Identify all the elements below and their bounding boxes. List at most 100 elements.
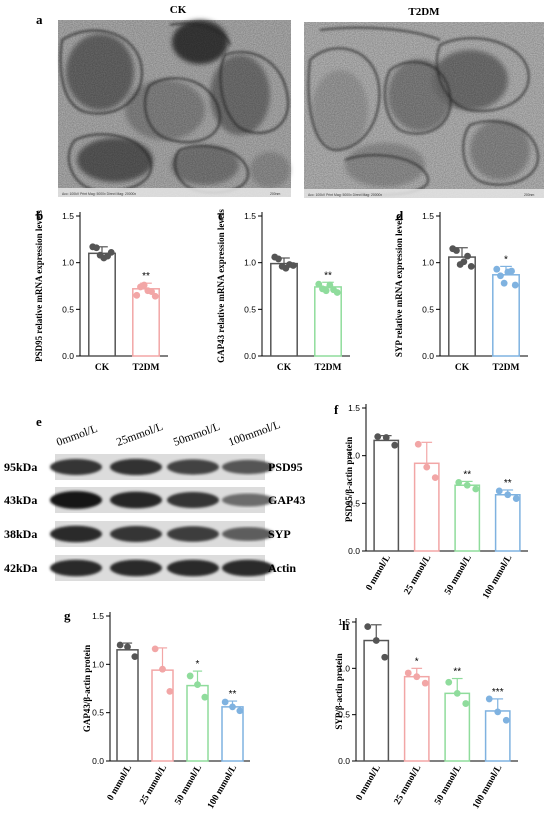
- y-tick-label: 1.5: [92, 611, 104, 621]
- data-point: [194, 681, 201, 689]
- x-tick-label: 25 mmol/L: [393, 764, 424, 807]
- em-title-ck: CK: [170, 4, 187, 16]
- data-point: [133, 291, 141, 299]
- panel-letter-h: h: [342, 618, 350, 633]
- em-title-t2dm: T2DM: [408, 6, 440, 18]
- y-tick-label: 0.0: [422, 351, 434, 361]
- significance-label: ***: [492, 687, 504, 698]
- blot-band: [167, 492, 219, 508]
- panel-a: a CK T2DM: [36, 4, 544, 198]
- data-point: [107, 249, 115, 256]
- blot-band: [167, 526, 219, 542]
- panel-letter-a: a: [36, 12, 43, 27]
- x-tick-label: 25 mmol/L: [403, 554, 434, 597]
- y-tick-label: 1.0: [422, 258, 434, 268]
- blot-band: [110, 559, 162, 577]
- bar: [132, 288, 160, 357]
- y-tick-label: 0.5: [348, 498, 360, 508]
- data-point: [140, 281, 148, 289]
- data-point: [93, 244, 100, 252]
- protein-label: SYP: [268, 527, 291, 541]
- y-tick-label: 1.5: [348, 403, 360, 413]
- y-tick-label: 1.0: [348, 451, 360, 461]
- em-image-ck: Acc: 100kV Print Mag: 5000x Direct Mag: …: [58, 20, 291, 197]
- lane-label: 0mmol/L: [55, 423, 99, 449]
- data-point: [131, 653, 139, 660]
- chart-h: h 0.0 0.5 1.0 1.5 SYP/β-actin protein 0 mmol/L…: [334, 617, 518, 811]
- protein-label: GAP43: [268, 493, 305, 507]
- data-point: [445, 678, 453, 686]
- lane-label: 100mmol/L: [227, 419, 282, 449]
- y-tick-label: 1.5: [338, 617, 350, 627]
- kda-label: 42kDa: [4, 561, 37, 575]
- x-tick-label: 0 mmol/L: [355, 764, 383, 803]
- y-axis-title: PSD95/β-actin protein: [344, 437, 354, 522]
- y-tick-label: 0.5: [62, 304, 74, 314]
- significance-label: *: [415, 656, 419, 667]
- data-point: [186, 672, 194, 680]
- kda-label: 95kDa: [4, 460, 37, 474]
- y-tick-label: 1.0: [244, 258, 256, 268]
- x-tick-label: T2DM: [133, 363, 160, 373]
- significance-label: **: [229, 689, 237, 700]
- x-tick-label: 0 mmol/L: [365, 554, 393, 593]
- data-point: [151, 292, 159, 300]
- x-tick-label: T2DM: [315, 363, 342, 373]
- chart-d: d 0.0 0.5 1.0 1.5 SYP relative mRNA expressio…: [394, 208, 528, 373]
- blot-band: [222, 559, 274, 577]
- panel-e: e 0mmol/L 25mmol/L 50mmol/L 100mmol/L 95kDa…: [4, 414, 305, 581]
- data-point: [423, 463, 431, 471]
- panel-letter-f: f: [334, 402, 339, 417]
- bar: [403, 675, 430, 762]
- y-tick-label: 0.0: [62, 351, 74, 361]
- data-point: [333, 289, 341, 296]
- data-point: [504, 491, 512, 499]
- data-point: [494, 708, 502, 716]
- y-tick-label: 0.5: [92, 708, 104, 718]
- data-point: [221, 698, 229, 706]
- lane-label: 50mmol/L: [172, 421, 222, 449]
- bar: [373, 439, 400, 552]
- bar: [151, 669, 174, 762]
- significance-label: **: [453, 667, 461, 678]
- data-point: [116, 641, 124, 649]
- blot-band: [50, 459, 102, 475]
- y-axis-title: GAP43 relative mRNA expression levels: [216, 209, 226, 363]
- panel-letter-b: b: [36, 208, 43, 223]
- data-point: [382, 434, 390, 441]
- y-axis-title: SYP/β-actin protein: [334, 653, 344, 729]
- data-point: [166, 688, 174, 695]
- data-point: [159, 665, 166, 673]
- bar: [221, 706, 244, 762]
- data-point: [453, 247, 460, 254]
- bar: [363, 639, 390, 762]
- y-tick-label: 0.0: [92, 756, 104, 766]
- data-point: [508, 267, 515, 275]
- bar: [270, 262, 298, 357]
- y-tick-label: 0.0: [348, 546, 360, 556]
- lane-label: 25mmol/L: [115, 421, 165, 449]
- blot-band: [50, 559, 102, 577]
- data-point: [322, 287, 330, 295]
- y-tick-label: 0.5: [244, 304, 256, 314]
- significance-label: *: [196, 659, 200, 670]
- data-point: [364, 623, 372, 631]
- x-tick-label: 50 mmol/L: [433, 764, 464, 807]
- data-point: [381, 653, 389, 661]
- data-point: [326, 281, 334, 289]
- y-tick-label: 1.0: [338, 663, 350, 673]
- data-point: [413, 673, 421, 681]
- data-point: [511, 281, 519, 289]
- y-tick-label: 1.5: [244, 211, 256, 221]
- y-axis-title: PSD95 relative mRNA expression levels: [34, 210, 44, 362]
- chart-g: g 0.0 0.5 1.0 1.5 GAP43/β-actin protein 0 mmol…: [64, 608, 250, 811]
- data-point: [500, 279, 508, 287]
- em-caption-t2dm: Acc: 100kV Print Mag: 5000x Direct Mag: …: [308, 193, 382, 197]
- protein-label: Actin: [268, 561, 296, 575]
- significance-label: **: [142, 271, 150, 282]
- x-tick-label: CK: [277, 363, 292, 373]
- blot-row-syp: 38kDa SYP: [4, 521, 291, 547]
- panel-letter-g: g: [64, 608, 71, 623]
- x-tick-label: 100 mmol/L: [206, 764, 239, 811]
- x-tick-label: 100 mmol/L: [481, 554, 514, 601]
